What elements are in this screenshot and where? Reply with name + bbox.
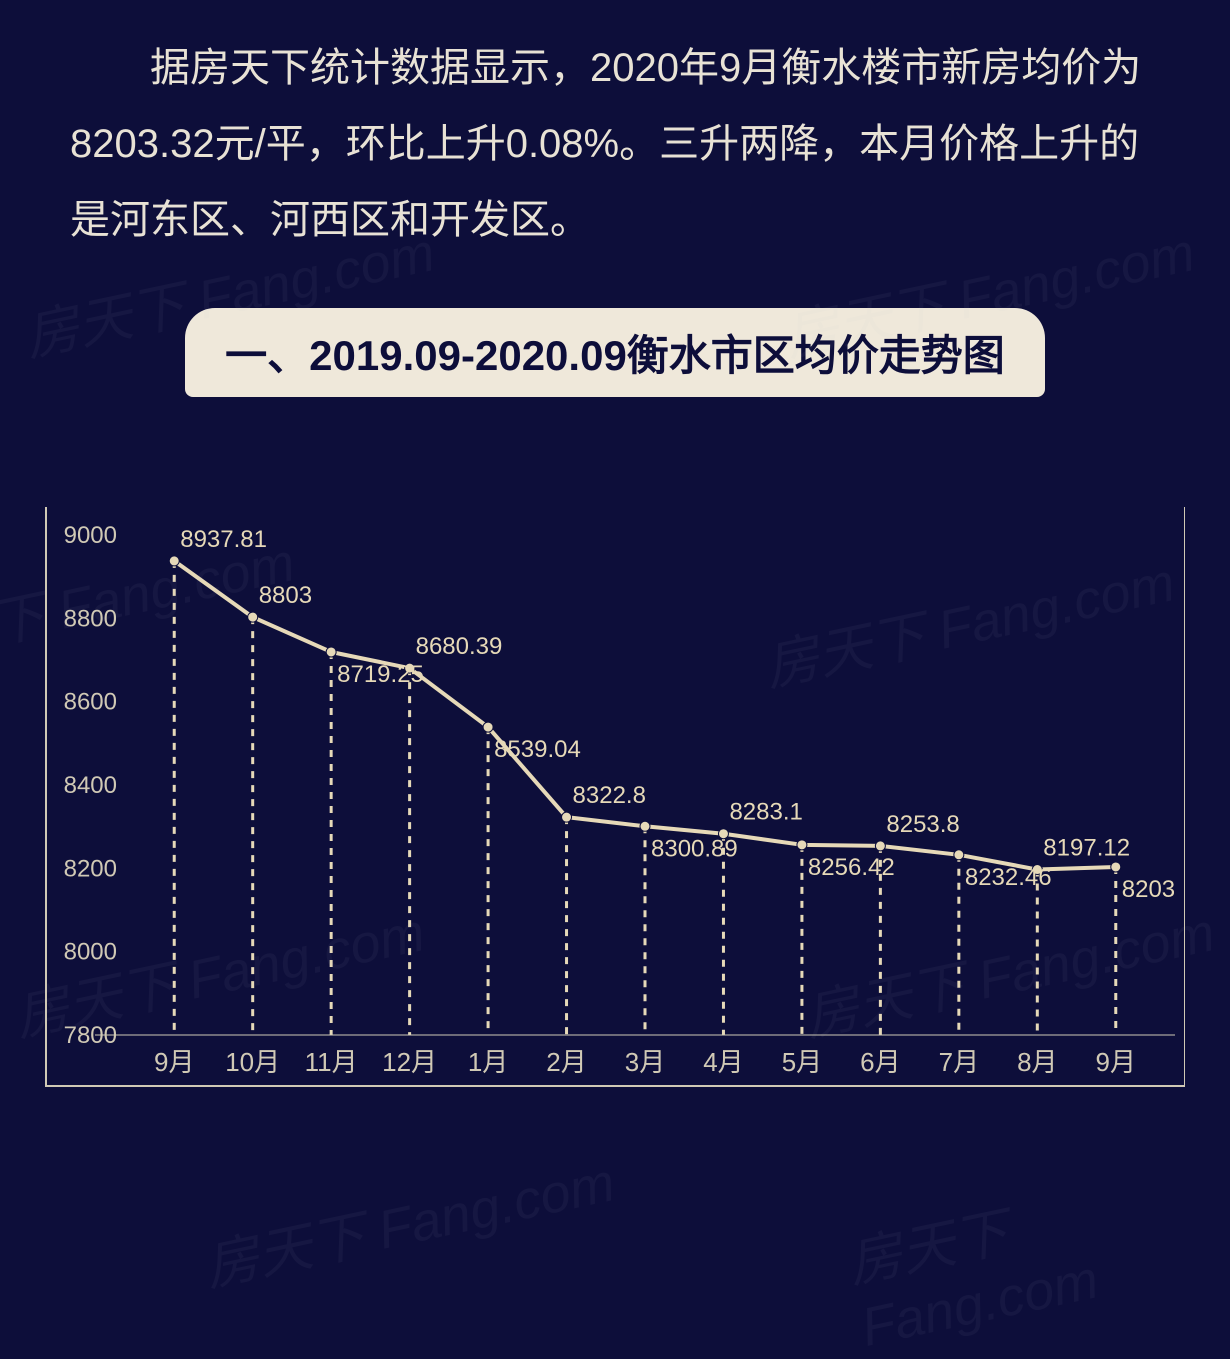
chart-svg: 78008000820084008600880090008937.8188038…	[55, 525, 1175, 1085]
value-label: 8719.25	[337, 661, 424, 688]
value-label: 8203.32	[1122, 876, 1175, 903]
y-tick-label: 8400	[64, 772, 117, 799]
y-tick-label: 9000	[64, 525, 117, 549]
x-tick-label: 7月	[939, 1047, 979, 1077]
x-tick-label: 10月	[225, 1047, 280, 1077]
x-tick-label: 1月	[468, 1047, 508, 1077]
x-tick-label: 6月	[860, 1047, 900, 1077]
intro-paragraph: 据房天下统计数据显示，2020年9月衡水楼市新房均价为8203.32元/平，环比…	[0, 0, 1230, 268]
data-marker	[326, 647, 336, 657]
value-label: 8253.8	[886, 811, 959, 838]
data-marker	[483, 722, 493, 732]
value-label: 8197.12	[1043, 835, 1130, 862]
watermark: 房天下 Fang.com	[839, 1142, 1230, 1359]
x-tick-label: 8月	[1017, 1047, 1057, 1077]
value-label: 8232.46	[965, 864, 1052, 891]
data-marker	[562, 812, 572, 822]
watermark: 房天下 Fang.com	[196, 1138, 620, 1302]
data-marker	[169, 556, 179, 566]
x-tick-label: 11月	[305, 1047, 358, 1077]
x-tick-label: 9月	[1096, 1047, 1136, 1077]
x-tick-label: 12月	[382, 1047, 437, 1077]
data-marker	[1111, 862, 1121, 872]
value-label: 8680.39	[416, 633, 503, 660]
value-label: 8322.8	[573, 782, 646, 809]
y-tick-label: 8600	[64, 689, 117, 716]
data-marker	[797, 840, 807, 850]
value-label: 8283.1	[729, 799, 802, 826]
price-trend-chart: 78008000820084008600880090008937.8188038…	[45, 507, 1185, 1087]
y-tick-label: 8800	[64, 605, 117, 632]
data-marker	[954, 850, 964, 860]
data-marker	[875, 841, 885, 851]
data-marker	[640, 821, 650, 831]
x-tick-label: 4月	[703, 1047, 743, 1077]
x-tick-label: 9月	[154, 1047, 194, 1077]
value-label: 8937.81	[180, 526, 267, 553]
section-title: 一、2019.09-2020.09衡水市区均价走势图	[185, 308, 1045, 397]
y-tick-label: 8000	[64, 939, 117, 966]
y-tick-label: 8200	[64, 855, 117, 882]
x-tick-label: 3月	[625, 1047, 665, 1077]
value-label: 8803	[259, 582, 312, 609]
section-title-container: 一、2019.09-2020.09衡水市区均价走势图	[90, 308, 1140, 397]
x-tick-label: 2月	[546, 1047, 586, 1077]
x-tick-label: 5月	[782, 1047, 822, 1077]
value-label: 8256.42	[808, 854, 895, 881]
data-marker	[248, 612, 258, 622]
value-label: 8539.04	[494, 736, 581, 763]
value-label: 8300.89	[651, 835, 738, 862]
